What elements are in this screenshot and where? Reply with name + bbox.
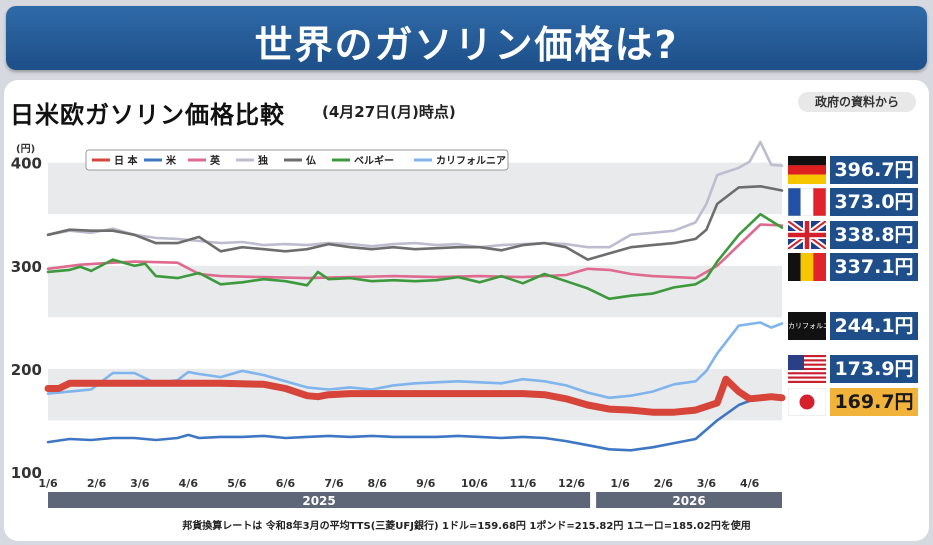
series-line-belgium — [46, 212, 784, 301]
series-line-uk — [46, 223, 784, 280]
price-value-california: 244.1円 — [830, 312, 918, 340]
price-row-uk: 338.8円 — [788, 221, 918, 249]
price-value-france: 373.0円 — [830, 188, 918, 216]
belgium-flag-icon — [788, 253, 826, 281]
y-tick-label: 300 — [11, 258, 42, 276]
legend-label-uk: 英 — [209, 154, 221, 167]
price-row-france: 373.0円 — [788, 188, 918, 216]
legend-label-belgium: ベルギー — [354, 154, 394, 167]
japan-flag-icon — [788, 388, 826, 416]
legend-label-california: カリフォルニア — [436, 155, 506, 167]
series-line-california — [46, 321, 784, 400]
x-tick-label: 6/6 — [276, 477, 296, 490]
legend-label-japan: 日 本 — [114, 154, 138, 167]
california-label: カリフォルニア — [788, 312, 826, 340]
grid-band — [48, 162, 782, 215]
price-value-belgium: 337.1円 — [830, 253, 918, 281]
x-tick-label: 1/6 — [38, 477, 58, 490]
series-line-germany — [46, 140, 784, 249]
usa-flag-icon — [788, 355, 826, 383]
price-row-japan: 169.7円 — [788, 388, 918, 416]
x-tick-label: 10/6 — [461, 477, 488, 490]
legend-label-germany: 独 — [258, 154, 268, 167]
x-tick-label: 7/6 — [324, 477, 344, 490]
price-value-usa: 173.9円 — [830, 355, 918, 383]
x-tick-label: 3/6 — [697, 477, 717, 490]
header-banner: 世界のガソリン価格は? — [6, 6, 927, 70]
y-tick-label: 200 — [11, 361, 42, 379]
y-axis-unit: (円) — [16, 143, 35, 155]
grid-band — [48, 265, 782, 318]
x-tick-label: 12/6 — [558, 477, 585, 490]
uk-flag-icon — [788, 221, 826, 249]
y-tick-label: 400 — [11, 155, 42, 173]
year-label: 2025 — [302, 494, 335, 508]
x-tick-label: 9/6 — [416, 477, 436, 490]
x-tick-label: 2/6 — [654, 477, 674, 490]
price-value-japan: 169.7円 — [830, 388, 918, 416]
source-badge: 政府の資料から — [798, 92, 916, 112]
x-tick-label: 4/6 — [740, 477, 760, 490]
x-tick-label: 2/6 — [87, 477, 107, 490]
year-bar — [596, 492, 782, 508]
year-label: 2026 — [672, 494, 705, 508]
series-line-france — [46, 185, 784, 261]
chart-title: 日米欧ガソリン価格比較 — [10, 101, 285, 129]
x-tick-label: 8/6 — [368, 477, 388, 490]
france-flag-icon — [788, 188, 826, 216]
x-tick-label: 4/6 — [179, 477, 199, 490]
x-tick-label: 3/6 — [130, 477, 150, 490]
price-value-uk: 338.8円 — [830, 221, 918, 249]
legend-label-france: 仏 — [306, 155, 316, 167]
chart-date: (4月27日(月)時点) — [322, 103, 456, 121]
exchange-rate-footnote: 邦貨換算レートは 令和8年3月の平均TTS(三菱UFJ銀行) 1ドル=159.6… — [182, 521, 751, 532]
x-tick-label: 5/6 — [227, 477, 247, 490]
x-tick-label: 11/6 — [509, 477, 536, 490]
x-tick-label: 1/6 — [610, 477, 630, 490]
price-row-california: カリフォルニア 244.1円 — [788, 312, 918, 340]
price-row-germany: 396.7円 — [788, 156, 918, 184]
page-title: 世界のガソリン価格は? — [254, 23, 679, 67]
series-line-usa — [46, 394, 784, 452]
germany-flag-icon — [788, 156, 826, 184]
y-tick-label: 100 — [11, 464, 42, 482]
price-value-germany: 396.7円 — [830, 156, 918, 184]
price-row-belgium: 337.1円 — [788, 253, 918, 281]
series-line-japan — [44, 375, 786, 416]
year-bar — [48, 492, 591, 508]
legend-label-usa: 米 — [166, 154, 177, 167]
price-row-usa: 173.9円 — [788, 355, 918, 383]
